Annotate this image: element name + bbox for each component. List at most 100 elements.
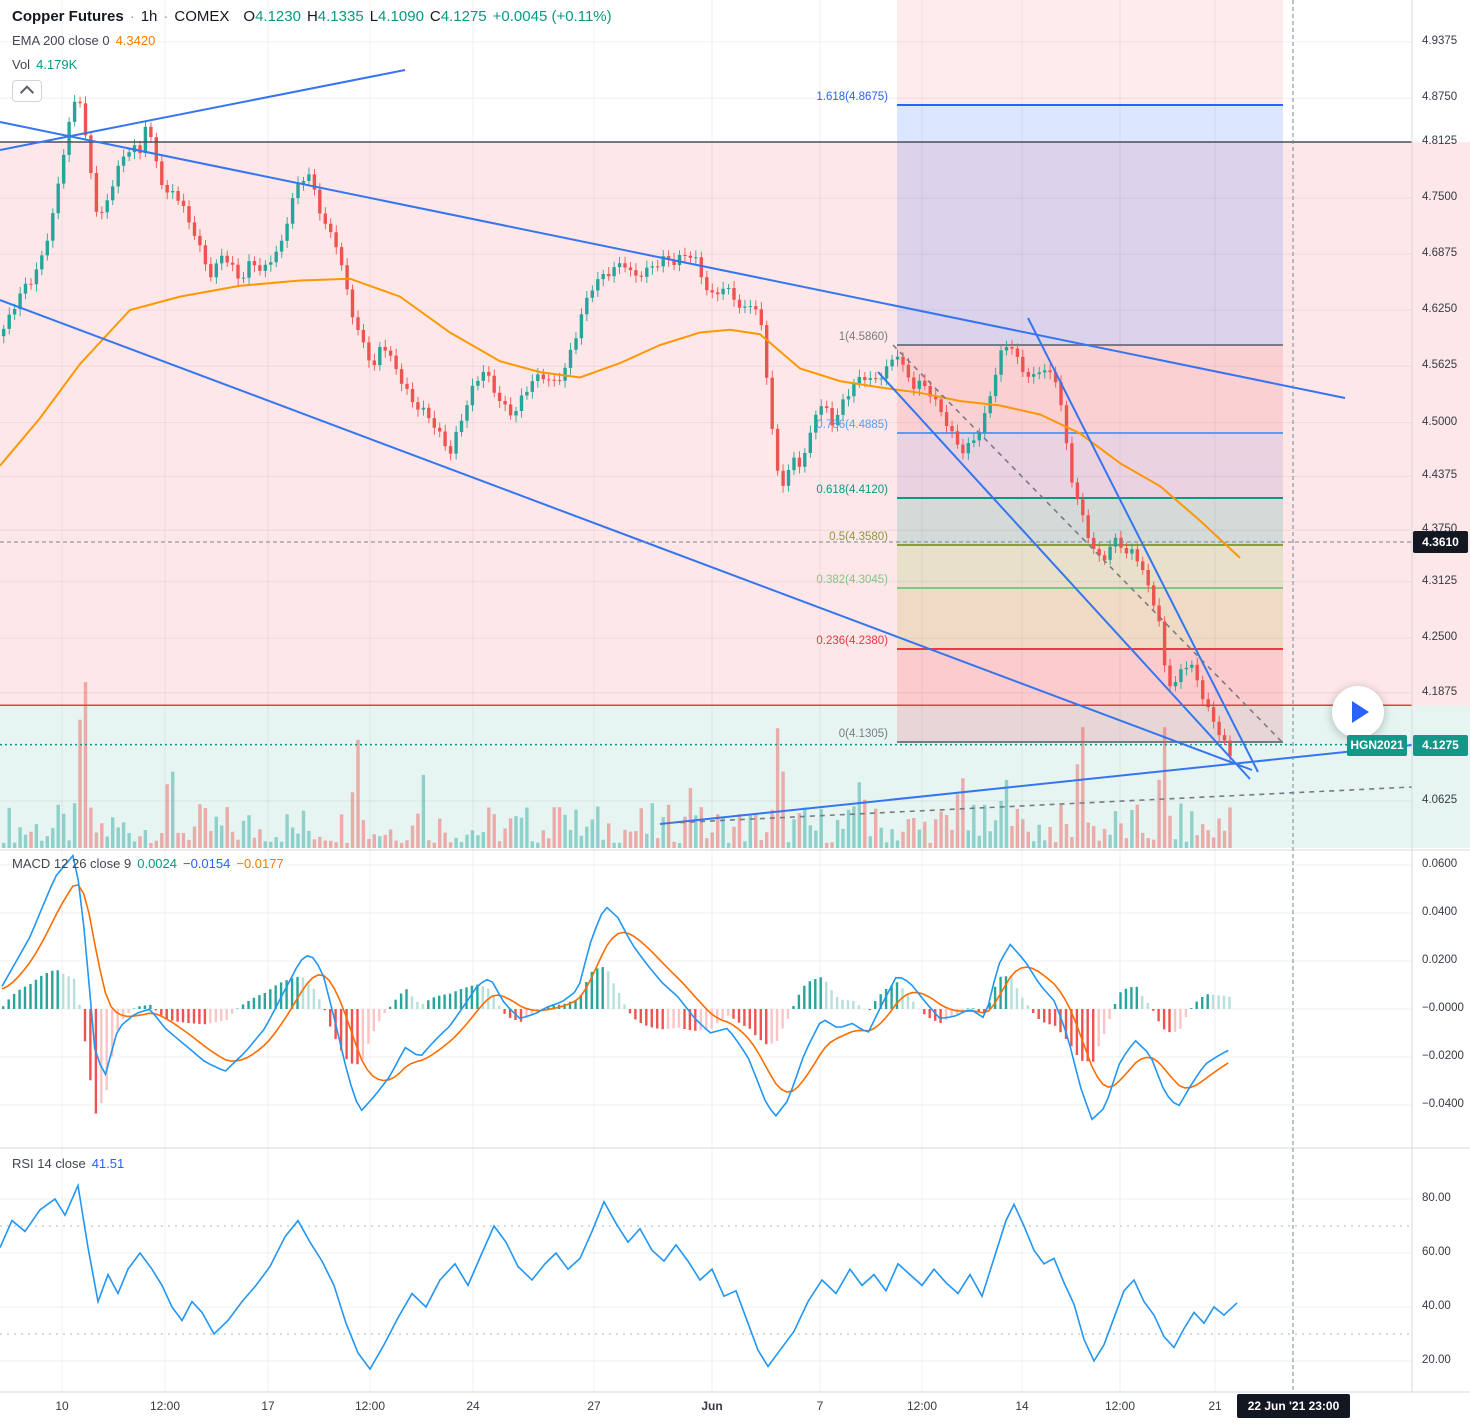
rsi-legend[interactable]: RSI 14 close 41.51 <box>12 1156 124 1171</box>
fib-zone-fill <box>897 498 1283 545</box>
price-tick-label: 4.3750 <box>1422 523 1458 536</box>
macd-line <box>1 853 1229 1121</box>
fib-level-label: 0(4.1305) <box>838 728 888 740</box>
macd-tick-label: −0.0200 <box>1422 1050 1464 1062</box>
ohlc-open: O4.1230 <box>243 8 301 25</box>
macd-tick-label: −0.0000 <box>1422 1002 1464 1014</box>
macd-hist-down-weak <box>100 1009 1188 1104</box>
crosshair-time-tag: 22 Jun '21 23:00 <box>1237 1394 1350 1418</box>
price-tick-label: 4.9375 <box>1422 35 1458 47</box>
ema-value: 4.3420 <box>115 33 156 48</box>
ema-legend[interactable]: EMA 200 close 0 4.3420 <box>12 33 155 48</box>
rsi-legend-label: RSI 14 close <box>12 1156 86 1171</box>
fib-zone-fill <box>897 0 1283 105</box>
volume-legend[interactable]: Vol 4.179K <box>12 57 77 72</box>
fib-zone-fill <box>897 105 1283 345</box>
exchange-label: COMEX <box>174 8 230 25</box>
macd-line-value: −0.0154 <box>183 856 231 871</box>
ema-legend-label: EMA 200 close 0 <box>12 33 110 48</box>
macd-hist-up-strong <box>2 967 1209 1010</box>
collapse-panel-button[interactable] <box>12 80 42 102</box>
time-tick-label: 21 <box>1208 1399 1222 1413</box>
fib-level-label: 0.382(4.3045) <box>816 574 888 586</box>
volume-bars-up <box>2 771 1194 848</box>
price-tick-label: 4.3125 <box>1422 574 1458 587</box>
price-tick-label: 4.4375 <box>1422 469 1458 482</box>
fib-level-label: 0.786(4.4885) <box>816 419 888 431</box>
ohlc-high: H4.1335 <box>306 8 364 25</box>
price-tick-label: 4.7500 <box>1422 191 1458 203</box>
macd-tick-label: 0.0400 <box>1422 906 1458 918</box>
fib-level-label: 1.618(4.8675) <box>816 91 888 103</box>
ohlc-close: C4.1275 <box>429 8 487 25</box>
price-tick-label: 4.8125 <box>1422 135 1458 147</box>
price-tick-label: 4.0625 <box>1422 794 1458 806</box>
ohlc-low: L4.1090 <box>369 8 424 25</box>
rsi-line <box>0 1182 1238 1371</box>
time-tick-label: 7 <box>816 1399 824 1413</box>
crosshair-price-tag: 4.3610 <box>1413 531 1468 553</box>
macd-signal-line <box>1 883 1229 1093</box>
fib-zone-fill <box>897 545 1283 588</box>
fib-level-label: 0.236(4.2380) <box>816 635 888 647</box>
time-tick-label: 24 <box>466 1399 480 1413</box>
last-price-tag: 4.1275 <box>1413 734 1468 756</box>
macd-hist-down-strong <box>83 1009 1171 1114</box>
price-tick-label: 4.8750 <box>1422 91 1458 104</box>
wedge-right-line[interactable] <box>1027 317 1259 773</box>
time-tick-label: 17 <box>261 1399 275 1413</box>
time-tick-label: Jun <box>701 1399 723 1413</box>
time-tick-label: 12:00 <box>906 1399 938 1413</box>
wedge-left-line[interactable] <box>877 371 1251 780</box>
symbol-name: Copper Futures <box>12 8 124 25</box>
macd-tick-label: −0.0400 <box>1422 1098 1464 1110</box>
symbol-legend[interactable]: Copper Futures · 1h · COMEX O4.1230 H4.1… <box>12 8 612 25</box>
price-tick-label: 4.2500 <box>1422 630 1458 643</box>
rsi-tick-label: 40.00 <box>1422 1300 1451 1312</box>
price-tick-label: 4.5625 <box>1422 359 1458 372</box>
rsi-tick-label: 20.00 <box>1422 1354 1451 1366</box>
time-tick-label: 10 <box>55 1399 69 1413</box>
macd-legend-label: MACD 12 26 close 9 <box>12 856 132 871</box>
fib-baseline-dashed[interactable] <box>892 344 1283 743</box>
trendline-descending-long[interactable] <box>0 121 1346 399</box>
fib-zone-fill <box>897 649 1283 742</box>
time-tick-label: 27 <box>587 1399 601 1413</box>
trendline-ascending-top[interactable] <box>0 69 406 151</box>
fib-level-label: 0.5(4.3580) <box>829 531 888 543</box>
time-tick-label: 12:00 <box>1104 1399 1136 1413</box>
macd-legend[interactable]: MACD 12 26 close 9 0.0024 −0.0154 −0.017… <box>12 856 284 871</box>
volume-value: 4.179K <box>36 57 78 72</box>
price-tick-label: 4.1875 <box>1422 685 1458 698</box>
ema200-line[interactable] <box>0 277 1241 559</box>
rsi-tick-label: 60.00 <box>1422 1246 1451 1258</box>
price-tick-label: 4.5000 <box>1422 415 1458 428</box>
contract-symbol-tag: HGN2021 <box>1347 734 1407 756</box>
fib-zone-fill <box>897 345 1283 433</box>
time-tick-label: 12:00 <box>354 1399 386 1413</box>
fib-zone-fill <box>897 588 1283 649</box>
rsi-tick-label: 80.00 <box>1422 1192 1451 1204</box>
time-tick-label: 12:00 <box>149 1399 181 1413</box>
short-stop-zone <box>0 142 1470 706</box>
trendline-descending-lower[interactable] <box>0 299 1253 771</box>
interval-label: 1h <box>140 8 158 25</box>
time-tick-label: 14 <box>1015 1399 1029 1413</box>
volume-legend-label: Vol <box>12 57 31 72</box>
fib-level-label: 1(4.5860) <box>838 331 888 343</box>
play-icon <box>1352 701 1369 723</box>
macd-tick-label: 0.0200 <box>1422 954 1458 966</box>
fib-level-label: 0.618(4.4120) <box>816 484 888 496</box>
change-value: +0.0045 (+0.11%) <box>492 8 612 25</box>
dashed-bottom-line[interactable] <box>669 786 1413 824</box>
macd-signal-value: −0.0177 <box>236 856 284 871</box>
trendline-ascending-bottom[interactable] <box>659 744 1413 825</box>
macd-hist-value: 0.0024 <box>137 856 177 871</box>
replay-play-button[interactable] <box>1332 686 1384 738</box>
rsi-value: 41.51 <box>91 1156 125 1171</box>
fib-zone-fill <box>897 433 1283 498</box>
price-tick-label: 4.6875 <box>1422 247 1458 260</box>
macd-tick-label: 0.0600 <box>1422 858 1458 870</box>
